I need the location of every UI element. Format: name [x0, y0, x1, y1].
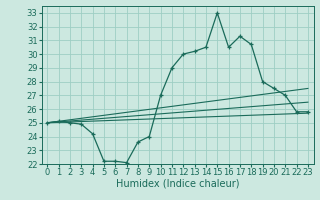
X-axis label: Humidex (Indice chaleur): Humidex (Indice chaleur)	[116, 179, 239, 189]
